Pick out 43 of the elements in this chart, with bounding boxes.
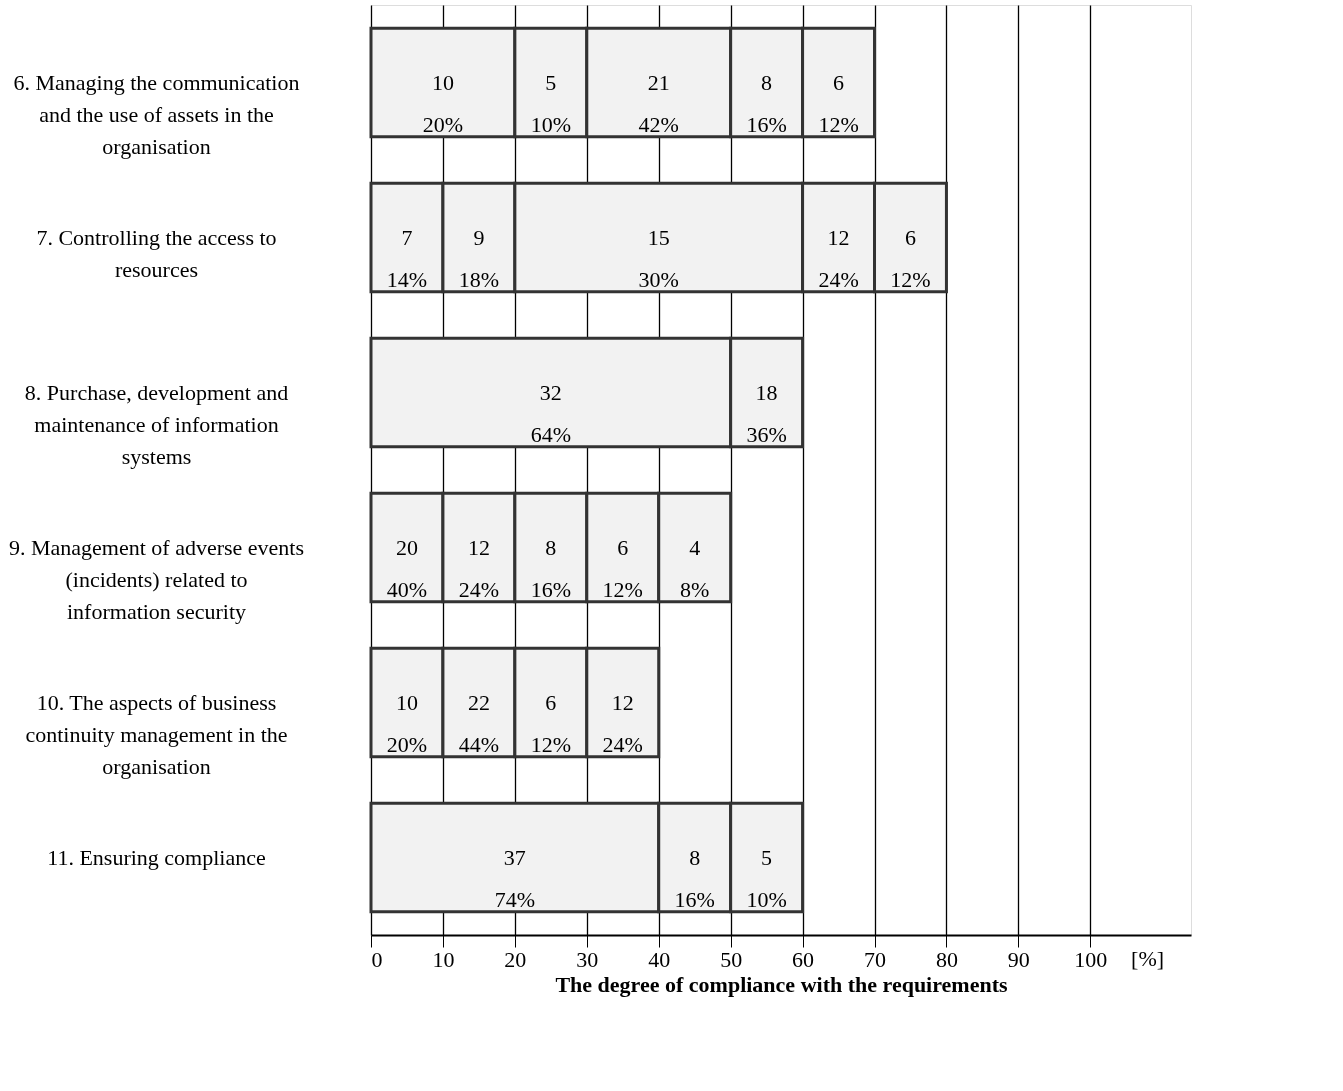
x-tick-label: 20 <box>504 946 527 972</box>
x-tick-label: 50 <box>720 946 743 972</box>
x-tick-label: 30 <box>576 946 599 972</box>
x-axis-title: The degree of compliance with the requirements <box>555 971 1009 997</box>
x-tick-label: 0 <box>371 946 383 972</box>
annotation: 6 12% <box>602 534 643 602</box>
annotation: 8 16% <box>746 69 787 137</box>
annotation: 10 20% <box>422 69 464 137</box>
y-tick-label: 11. Ensuring compliance <box>47 844 266 870</box>
annotation: 12 24% <box>602 689 643 757</box>
x-tick-label: 90 <box>1007 946 1030 972</box>
x-tick-label: 100 <box>1074 946 1108 972</box>
annotation: 4 8% <box>680 534 710 602</box>
annotation: 6 12% <box>818 69 859 137</box>
annotation: 22 44% <box>458 689 500 757</box>
y-tick-label: 10. The aspects of business continuity management in the organisation <box>25 689 288 779</box>
annotation: 10 20% <box>386 689 428 757</box>
annotation: 8 16% <box>674 844 715 912</box>
x-tick-label: 10 <box>432 946 455 972</box>
annotation: 7 14% <box>386 224 428 292</box>
annotation: 20 40% <box>386 534 428 602</box>
annotation: 9 18% <box>458 224 500 292</box>
text: [%] <box>1131 946 1165 971</box>
annotation: 6 12% <box>530 689 571 757</box>
annotation: 5 10% <box>530 69 571 137</box>
x-tick-label: 40 <box>648 946 671 972</box>
y-tick-label: 6. Managing the communication and the use of assets in the organisation <box>13 69 300 159</box>
annotation: 6 12% <box>890 224 931 292</box>
x-tick-label: 60 <box>792 946 815 972</box>
annotation: 21 42% <box>638 69 679 137</box>
annotation: 8 16% <box>530 534 571 602</box>
y-tick-label: 9. Management of adverse events (incidents) related to information security <box>8 534 305 624</box>
annotation: 37 74% <box>494 844 536 912</box>
x-tick-label: 70 <box>864 946 887 972</box>
annotation: 12 24% <box>818 224 859 292</box>
x-tick-label: 80 <box>935 946 958 972</box>
annotation: 12 24% <box>458 534 500 602</box>
annotation: 18 36% <box>746 379 787 447</box>
annotation: 5 10% <box>746 844 787 912</box>
y-tick-label: 8. Purchase, development and maintenance of information systems <box>24 379 289 469</box>
annotation: 32 64% <box>530 379 571 447</box>
y-tick-label: 7. Controlling the access to resources <box>36 224 277 282</box>
annotation: 15 30% <box>638 224 679 292</box>
